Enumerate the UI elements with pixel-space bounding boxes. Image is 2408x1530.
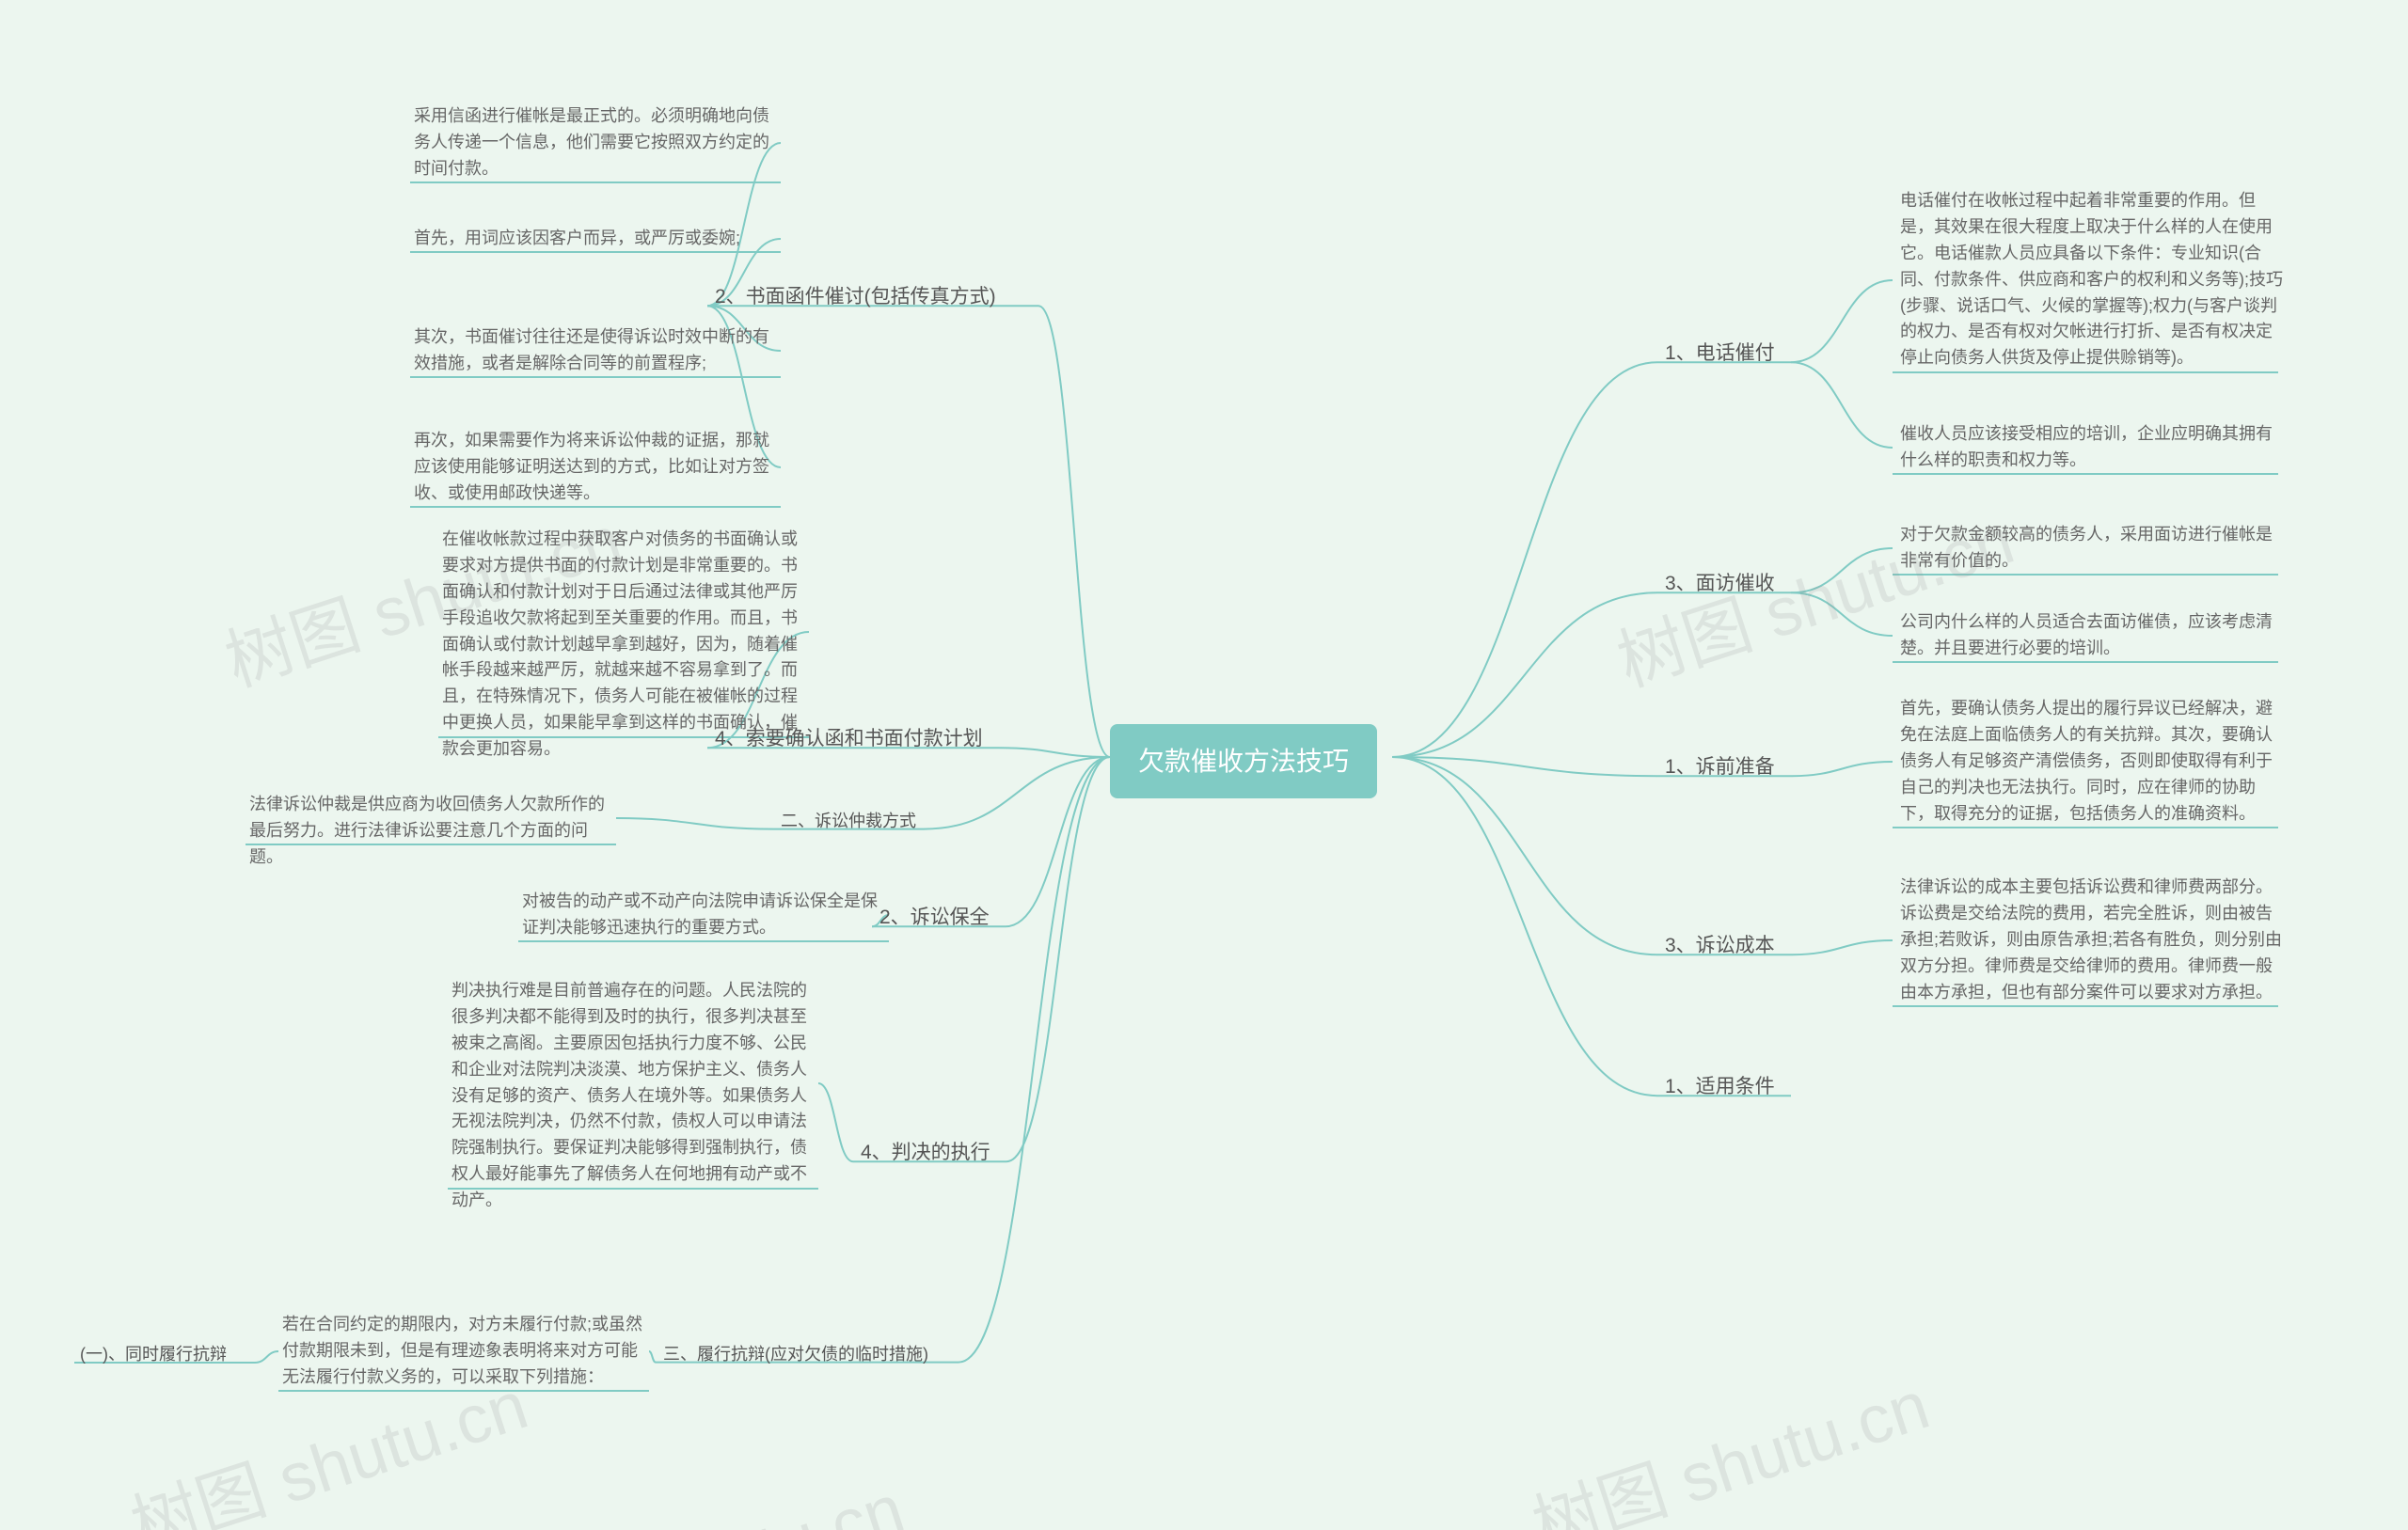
mindmap-leaf: 法律诉讼的成本主要包括诉讼费和律师费两部分。诉讼费是交给法院的费用，若完全胜诉，… xyxy=(1900,875,2286,1005)
mindmap-leaf: 法律诉讼仲裁是供应商为收回债务人欠款所作的最后努力。进行法律诉讼要注意几个方面的… xyxy=(249,792,616,871)
mindmap-connector xyxy=(1791,548,1893,592)
mindmap-leaf: 对于欠款金额较高的债务人，采用面访进行催帐是非常有价值的。 xyxy=(1900,522,2286,575)
mindmap-leaf: 再次，如果需要作为将来诉讼仲裁的证据，那就应该使用能够证明送达到的方式，比如让对… xyxy=(414,428,781,507)
mindmap-connector xyxy=(1791,592,1893,636)
mindmap-connector xyxy=(924,757,1110,829)
mindmap-root[interactable]: 欠款催收方法技巧 xyxy=(1110,724,1377,798)
mindmap-leaf: 首先，要确认债务人提出的履行异议已经解决，避免在法庭上面临债务人的有关抗辩。其次… xyxy=(1900,696,2286,827)
mindmap-branch[interactable]: 1、诉前准备 xyxy=(1665,752,1775,783)
mindmap-leaf: 对被告的动产或不动产向法院申请诉讼保全是保证判决能够迅速执行的重要方式。 xyxy=(522,889,889,941)
mindmap-connector xyxy=(1791,940,1893,954)
mindmap-connector xyxy=(818,1083,853,1161)
mindmap-leaf: 公司内什么样的人员适合去面访催债，应该考虑清楚。并且要进行必要的培训。 xyxy=(1900,609,2286,662)
mindmap-leaf: 首先，用词应该因客户而异，或严厉或委婉; xyxy=(414,226,740,252)
mindmap-connector xyxy=(649,1351,656,1363)
mindmap-connector xyxy=(255,1351,278,1363)
mindmap-leaf: 在催收帐款过程中获取客户对债务的书面确认或要求对方提供书面的付款计划是非常重要的… xyxy=(442,527,809,763)
mindmap-connector xyxy=(1006,757,1110,926)
mindmap-connector xyxy=(1791,362,1893,448)
mindmap-leaf: 判决执行难是目前普遍存在的问题。人民法院的很多判决都不能得到及时的执行，很多判决… xyxy=(452,978,818,1214)
mindmap-branch[interactable]: 二、诉讼仲裁方式 xyxy=(781,809,916,835)
mindmap-connector xyxy=(1006,757,1110,1161)
mindmap-leaf: 采用信函进行催帐是最正式的。必须明确地向债务人传递一个信息，他们需要它按照双方约… xyxy=(414,103,781,182)
mindmap-connector xyxy=(1791,762,1893,776)
mindmap-branch[interactable]: 三、履行抗辩(应对欠债的临时措施) xyxy=(663,1342,928,1368)
mindmap-connector xyxy=(958,757,1110,1363)
mindmap-branch[interactable]: 2、书面函件催讨(包括传真方式) xyxy=(715,282,996,313)
mindmap-connector xyxy=(1791,280,1893,362)
mindmap-connector xyxy=(1038,306,1110,757)
mindmap-connector xyxy=(1392,757,1657,1096)
mindmap-branch[interactable]: 1、适用条件 xyxy=(1665,1072,1775,1103)
mindmap-branch[interactable]: 3、面访催收 xyxy=(1665,569,1775,600)
mindmap-branch[interactable]: 1、电话催付 xyxy=(1665,339,1775,370)
mindmap-leaf: 若在合同约定的期限内，对方未履行付款;或虽然付款期限未到，但是有理迹象表明将来对… xyxy=(282,1312,649,1391)
mindmap-connector xyxy=(1392,592,1657,757)
mindmap-connector xyxy=(616,818,773,829)
mindmap-connector xyxy=(1392,362,1657,757)
mindmap-leaf: 电话催付在收帐过程中起着非常重要的作用。但是，其效果在很大程度上取决于什么样的人… xyxy=(1900,188,2286,371)
mindmap-leaf: 催收人员应该接受相应的培训，企业应明确其拥有什么样的职责和权力等。 xyxy=(1900,421,2286,474)
mindmap-connector xyxy=(999,748,1110,757)
mindmap-branch[interactable]: 2、诉讼保全 xyxy=(879,903,990,934)
mindmap-branch[interactable]: 3、诉讼成本 xyxy=(1665,931,1775,962)
mindmap-leaf: 其次，书面催讨往往还是使得诉讼时效中断的有效措施，或者是解除合同等的前置程序; xyxy=(414,324,781,377)
mindmap-branch[interactable]: (一)、同时履行抗辩 xyxy=(80,1342,227,1368)
mindmap-connector xyxy=(1392,757,1657,776)
mindmap-branch[interactable]: 4、判决的执行 xyxy=(861,1138,990,1169)
